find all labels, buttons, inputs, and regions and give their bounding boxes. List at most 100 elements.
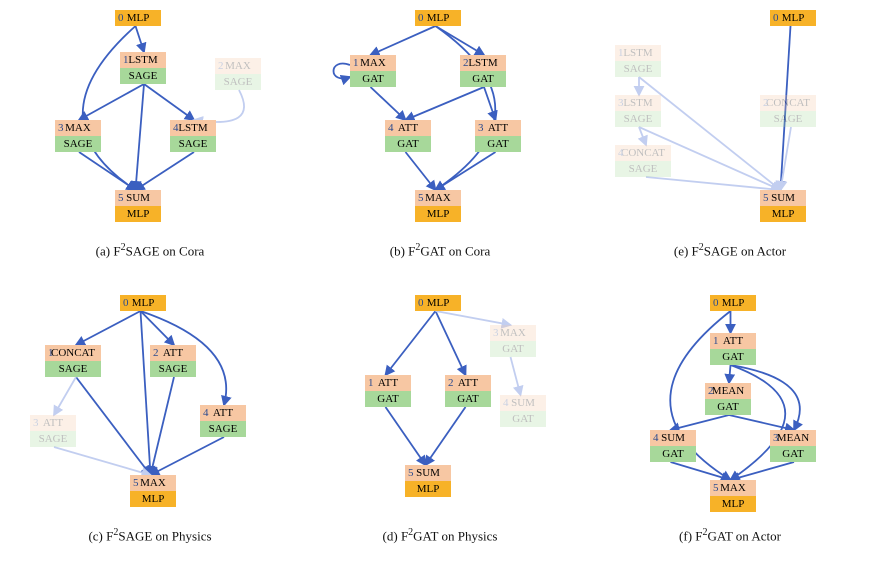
node-row-label: LSTM [623,47,652,59]
node-index: 1 [48,347,54,359]
diagram-f: 0MLP1ATTGAT2MEANGAT4SUMGAT3MEANGAT5MAXML… [595,295,865,525]
caption-d: (d) F2GAT on Physics [383,527,498,544]
edge [484,87,496,120]
node-f-3: 3MEANGAT [770,430,816,462]
node-d-1: 1ATTGAT [365,375,411,407]
node-row-label: GAT [722,351,743,363]
edge [436,311,511,325]
node-row-label: MLP [127,12,150,24]
node-cell: 4LSTM [170,120,216,136]
caption-model: GAT on Actor [708,528,781,543]
edge [54,447,151,475]
node-index: 3 [58,122,64,134]
node-e-5: 5SUMMLP [760,190,806,222]
node-row-label: MAX [225,60,251,72]
node-cell: 1LSTM [120,52,166,68]
node-cell: 5SUM [405,465,451,481]
node-cell: 5SUM [760,190,806,206]
node-cell: SAGE [615,111,661,127]
node-row-label: SAGE [629,163,658,175]
node-row-label: MEAN [712,385,744,397]
node-c-3: 3ATTSAGE [30,415,76,447]
node-e-3: 3LSTM SAGE [615,95,661,127]
node-c-0: 0MLP [120,295,166,311]
caption-prefix: (d) F [383,528,409,543]
edge [436,26,485,55]
node-cell: 0MLP [710,295,756,311]
edge [729,365,731,383]
edge [406,87,485,120]
node-cell: 2CONCAT [760,95,816,111]
node-index: 4 [503,397,509,409]
node-row-label: MLP [417,483,440,495]
node-index: 1 [123,54,129,66]
node-cell: GAT [770,446,816,462]
node-row-label: MLP [142,493,165,505]
node-index: 1 [353,57,359,69]
node-row-label: ATT [398,122,418,134]
edge [371,87,406,120]
edge [436,152,496,190]
node-row-label: ATT [163,347,183,359]
node-index: 0 [773,12,779,24]
node-f-2: 2MEANGAT [705,383,751,415]
caption-prefix: (c) F [88,528,113,543]
node-cell: 2ATT [445,375,491,391]
caption-model: SAGE on Physics [118,528,211,543]
edge [731,462,795,480]
node-row-label: LSTM [623,97,652,109]
edge [76,311,141,345]
edge [406,152,436,190]
node-index: 4 [618,147,624,159]
caption-model: GAT on Cora [420,243,490,258]
node-cell: 5MAX [130,475,176,491]
node-index: 1 [618,47,624,59]
node-cell: SAGE [120,68,166,84]
edge [729,415,794,430]
node-row-label: MLP [722,297,745,309]
node-a-4: 4LSTMSAGE [170,120,216,152]
edge [136,26,145,52]
node-index: 1 [713,335,719,347]
node-cell: 1ATT [710,333,756,349]
node-e-2: 2CONCATSAGE [760,95,816,127]
edge [781,127,792,190]
node-cell: 2LSTM [460,55,506,71]
node-d-0: 0MLP [415,295,461,311]
caption-model: SAGE on Actor [704,243,786,258]
node-cell: 4SUM [650,430,696,446]
edge [83,26,136,190]
node-index: 4 [173,122,179,134]
node-row-label: LSTM [468,57,497,69]
node-d-2: 2ATTGAT [445,375,491,407]
node-index: 5 [133,477,139,489]
node-row-label: SUM [511,397,535,409]
node-index: 0 [418,297,424,309]
node-cell: SAGE [45,361,101,377]
edge [511,357,521,395]
node-e-0: 0MLP [770,10,816,26]
node-row-label: GAT [512,413,533,425]
node-f-4: 4SUM GAT [650,430,696,462]
node-row-label: MAX [140,477,166,489]
node-cell: 3ATT [475,120,521,136]
node-index: 0 [123,297,129,309]
panel-b: 0MLP1MAXGAT2LSTMGAT4ATTGAT3ATTGAT5MAXMLP… [300,10,580,285]
caption-b: (b) F2GAT on Cora [390,242,490,259]
node-row-label: GAT [662,448,683,460]
edge [371,26,436,55]
node-cell: MLP [115,206,161,222]
diagram-a: 0MLP1LSTMSAGE2MAXSAGE3MAXSAGE4LSTMSAGE5S… [15,10,285,240]
node-cell: 0MLP [770,10,816,26]
node-index: 3 [493,327,499,339]
edge [151,437,225,475]
node-index: 3 [618,97,624,109]
node-cell: SAGE [615,61,661,77]
node-row-label: SAGE [64,138,93,150]
node-index: 5 [118,192,124,204]
caption-model: GAT on Physics [413,528,497,543]
node-index: 5 [713,482,719,494]
node-cell: 2MAX [215,58,261,74]
node-cell: GAT [445,391,491,407]
node-a-5: 5SUMMLP [115,190,161,222]
